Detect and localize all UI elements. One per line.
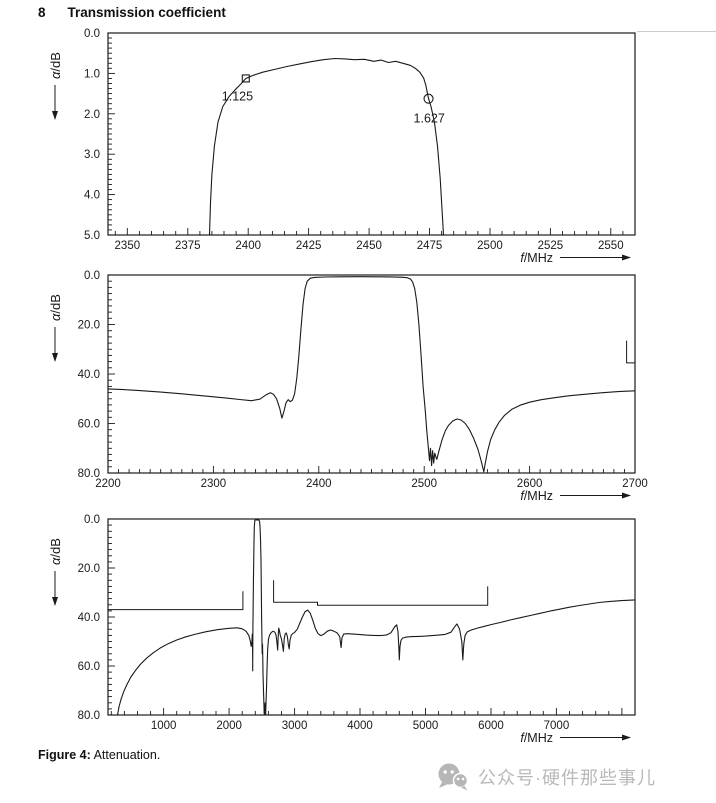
axis-ticks [108,32,636,236]
tick-label: 2600 [517,478,543,490]
watermark: 公众号·硬件那些事儿 [436,762,656,792]
figure-caption-text: Attenuation. [90,748,161,762]
figure-caption: Figure 4: Attenuation. [38,748,160,762]
plot-frame [107,32,636,236]
tick-label: 1000 [151,720,177,732]
limit-line [108,591,244,611]
tick-label: 3000 [282,720,308,732]
tick-label: 2500 [411,478,437,490]
tick-label: 60.0 [78,419,100,431]
tick-label: 2475 [417,240,443,252]
tick-label: 0.0 [84,270,100,282]
tick-label: 3.0 [84,149,100,161]
limit-line [626,340,635,364]
tick-label: 2200 [95,478,121,490]
tick-label: 7000 [544,720,570,732]
watermark-text: 公众号·硬件那些事儿 [478,768,656,788]
tick-label: 40.0 [78,612,100,624]
tick-label: 2000 [216,720,242,732]
axis-ticks [107,274,636,474]
tick-label: 2400 [306,478,332,490]
tick-label: 2700 [622,478,648,490]
section-heading: 8 Transmission coefficient [38,5,226,20]
tick-label: 2500 [477,240,503,252]
tick-label: 5.0 [84,230,100,242]
tick-label: 2425 [296,240,322,252]
tick-label: 2550 [598,240,624,252]
tick-label: 6000 [478,720,504,732]
tick-label: 4.0 [84,190,100,202]
tick-label: 0.0 [84,514,100,526]
marker-square [241,74,250,83]
y-axis-title: α/dB [48,538,63,565]
attenuation-curve [116,519,636,716]
tick-label: 2525 [538,240,564,252]
figure-caption-label: Figure 4: [38,748,91,762]
tick-label: 0.0 [84,28,100,40]
tick-label: 20.0 [78,320,100,332]
wechat-bubbles-icon [438,763,469,791]
tick-label: 60.0 [78,661,100,673]
tick-label: 2400 [235,240,261,252]
marker-label: 1.627 [414,112,445,126]
tick-label: 5000 [413,720,439,732]
marker-circle [423,93,434,104]
y-axis-title: α/dB [48,294,63,321]
plot-frame [107,518,636,716]
marker-label: 1.125 [222,89,253,103]
section-number: 8 [38,5,46,20]
y-axis-title: α/dB [48,52,63,79]
tick-label: 80.0 [78,710,100,722]
section-title: Transmission coefficient [67,5,226,20]
chart-2: 1000 2000 3000 4000 5000 6000 7000 0.0 20.0 40.0 6… [48,514,636,745]
axis-ticks [108,518,636,716]
tick-label: 2450 [356,240,382,252]
tick-label: 2.0 [84,109,100,121]
attenuation-curve [107,276,636,473]
tick-label: 2350 [115,240,141,252]
limit-line [273,580,489,606]
plot-frame [107,274,636,474]
tick-label: 40.0 [78,369,100,381]
tick-label: 1.0 [84,68,100,80]
tick-label: 2300 [201,478,227,490]
chart-0: 2350 2375 2400 2425 2450 2475 2500 2525 2550 0.0 1… [48,28,636,265]
x-axis-title: f/MHz [520,731,553,745]
tick-label: 2375 [175,240,201,252]
tick-label: 4000 [347,720,373,732]
x-axis-title: f/MHz [520,251,553,265]
tick-label: 20.0 [78,563,100,575]
tick-label: 80.0 [78,468,100,480]
attenuation-curve [208,57,445,236]
chart-1: 2200 2300 2400 2500 2600 2700 0.0 20.0 40.0 60.0 8… [48,270,648,503]
x-axis-title: f/MHz [520,489,553,503]
